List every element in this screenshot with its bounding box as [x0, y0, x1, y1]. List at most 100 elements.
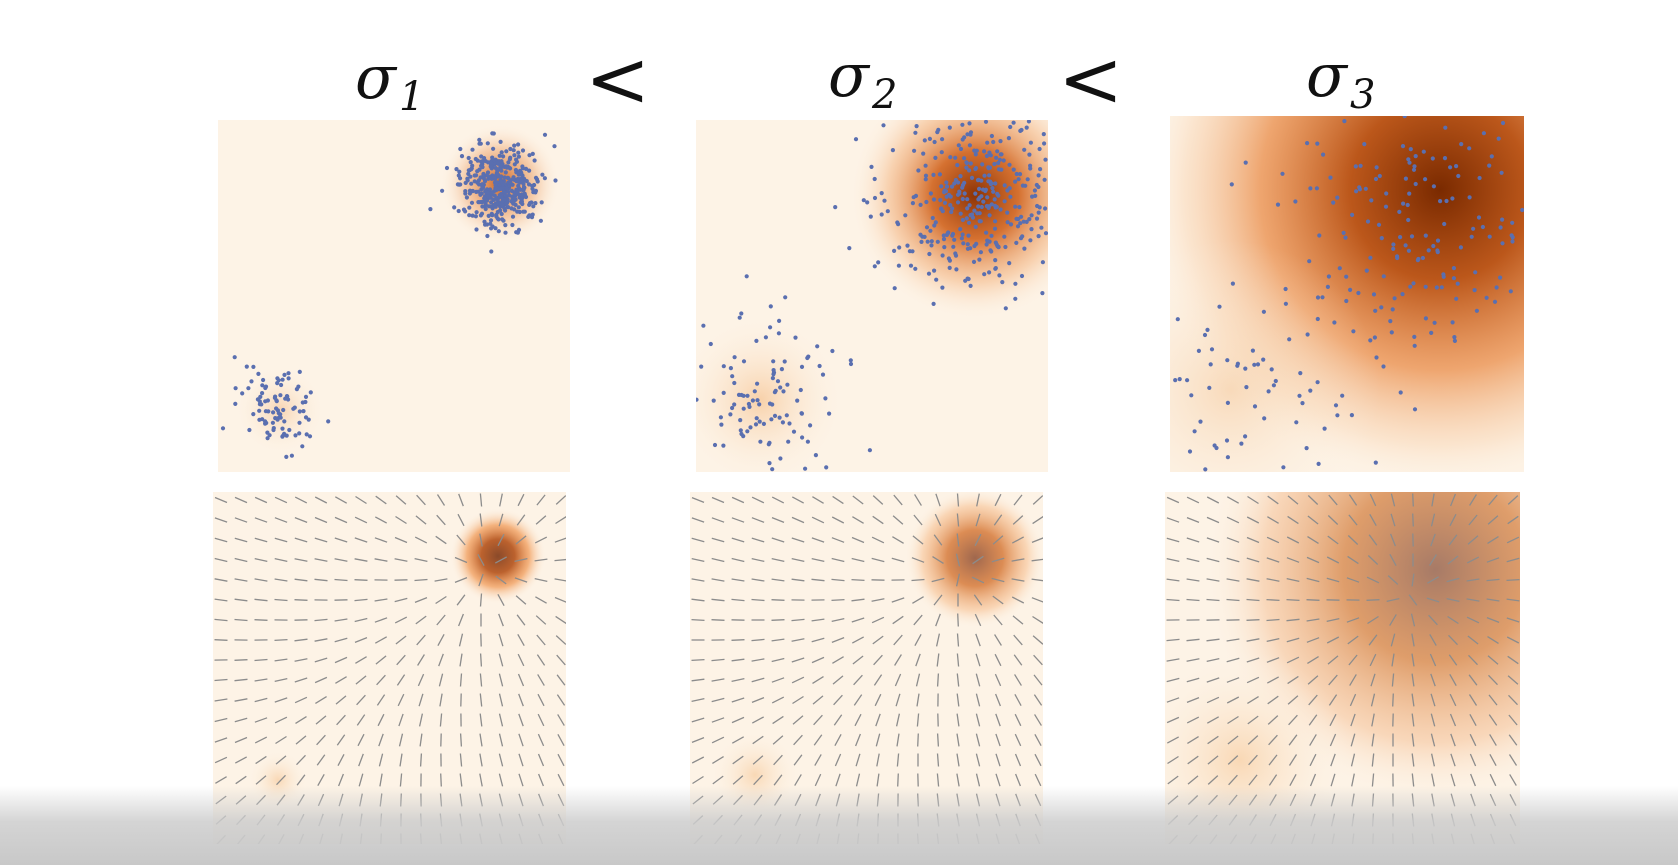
score-arrow	[1266, 557, 1280, 563]
sample-dot	[961, 241, 966, 246]
sample-dot	[470, 163, 475, 168]
sample-dot	[992, 226, 998, 231]
sample-dot	[1454, 296, 1459, 301]
score-arrow	[335, 695, 347, 705]
score-arrow	[334, 618, 348, 622]
score-arrow	[1246, 638, 1260, 642]
score-arrow	[395, 515, 407, 525]
sample-dot	[1392, 296, 1397, 301]
sample-dot	[1266, 389, 1271, 394]
score-arrow	[1411, 653, 1415, 667]
label-sigma-2: σ2	[828, 41, 897, 118]
score-arrow	[1166, 677, 1180, 683]
score-arrow	[771, 619, 785, 621]
score-arrow	[276, 774, 286, 786]
sample-dot	[1431, 243, 1436, 249]
score-arrow	[1326, 636, 1340, 644]
sample-dot	[495, 186, 500, 191]
score-arrow	[791, 676, 805, 684]
score-arrow	[314, 638, 328, 642]
sample-dot	[244, 364, 249, 369]
score-arrow	[1507, 515, 1519, 525]
score-arrow	[434, 557, 448, 563]
sample-dot	[885, 209, 890, 214]
sample-dot	[1368, 255, 1373, 260]
sample-dot	[940, 253, 945, 258]
sample-dot	[979, 194, 984, 199]
sample-dot	[924, 225, 930, 230]
sample-dot	[1252, 404, 1258, 409]
sample-dot	[770, 376, 776, 381]
sample-dot	[823, 396, 828, 401]
sample-dot	[475, 169, 480, 174]
score-arrow	[1309, 734, 1317, 746]
score-arrow	[414, 557, 428, 563]
score-arrow	[771, 516, 785, 524]
sample-dot	[1317, 233, 1322, 238]
score-arrow	[875, 713, 881, 727]
score-arrow	[1468, 514, 1478, 526]
sample-dot	[485, 141, 490, 146]
sample-dot	[737, 315, 742, 320]
score-arrow	[1370, 693, 1376, 707]
score-arrow	[1431, 493, 1435, 507]
sample-dot	[1315, 295, 1321, 300]
score-arrow	[1032, 615, 1043, 624]
score-arrow	[1306, 618, 1320, 622]
score-arrow	[314, 618, 328, 622]
score-arrow	[791, 657, 805, 663]
score-arrow	[1326, 577, 1340, 583]
score-arrow	[458, 493, 464, 507]
score-arrow	[711, 658, 725, 662]
score-arrow	[294, 677, 308, 683]
sample-dot	[982, 149, 987, 154]
score-arrow	[1408, 594, 1418, 606]
sample-dot	[1000, 280, 1005, 285]
score-arrow	[852, 655, 864, 665]
score-arrow	[354, 537, 368, 543]
score-arrow	[891, 557, 905, 563]
score-arrow	[771, 557, 785, 563]
sample-dot	[996, 167, 1002, 172]
sample-dot	[1376, 222, 1382, 227]
score-arrow	[854, 713, 862, 727]
sample-dot	[995, 149, 1000, 154]
sample-dot	[538, 218, 544, 223]
score-arrow	[456, 594, 466, 606]
score-arrow	[436, 614, 446, 626]
score-arrow	[454, 556, 468, 564]
sample-dot	[1008, 194, 1013, 199]
sample-dot	[1202, 332, 1208, 338]
sample-dot	[767, 440, 772, 445]
sample-dot	[465, 178, 470, 183]
score-arrow	[995, 713, 1001, 727]
score-arrow	[835, 773, 841, 787]
sample-dot	[986, 165, 991, 170]
sample-dot	[1520, 207, 1524, 213]
score-arrow	[691, 717, 705, 723]
score-arrow	[831, 557, 845, 563]
score-arrow	[956, 673, 960, 687]
sample-dot	[498, 208, 503, 213]
score-arrow	[556, 654, 566, 666]
sample-dot	[997, 273, 1002, 278]
score-arrow	[354, 579, 368, 581]
sample-dot	[1412, 343, 1417, 348]
score-arrow	[1411, 733, 1415, 747]
score-arrow	[975, 633, 981, 647]
score-arrow	[1369, 653, 1377, 667]
score-arrow	[1347, 635, 1359, 645]
sample-dot	[712, 442, 718, 448]
score-arrow	[1489, 734, 1497, 746]
sample-dot	[1005, 210, 1010, 215]
score-arrow	[214, 678, 228, 682]
score-arrow	[975, 713, 981, 727]
score-arrow	[554, 558, 566, 562]
score-arrow	[234, 736, 248, 744]
sample-dot	[972, 208, 977, 213]
sample-dot	[532, 158, 537, 163]
score-arrow	[956, 693, 960, 707]
sample-dot	[1207, 385, 1212, 390]
score-arrow	[1014, 753, 1022, 767]
score-arrow	[892, 536, 904, 544]
